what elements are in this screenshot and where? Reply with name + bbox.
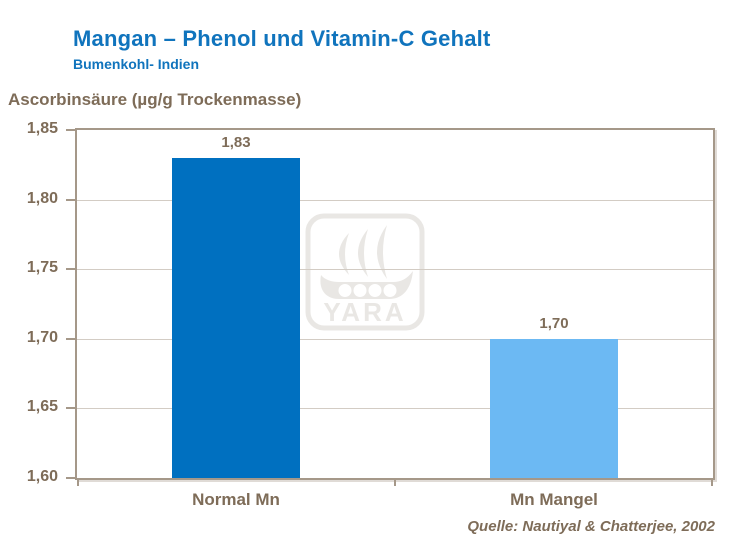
yara-watermark-label: YARA	[323, 297, 406, 327]
plot-area: YARA 1,83 1,70	[75, 128, 715, 480]
slide-subtitle: Bumenkohl- Indien	[73, 56, 199, 72]
y-axis-tick-marks	[66, 129, 75, 479]
y-tick-mark	[66, 407, 75, 410]
y-tick-mark	[66, 268, 75, 271]
y-axis-title: Ascorbinsäure (µg/g Trockenmasse)	[8, 90, 302, 109]
bar-normal-mn	[172, 157, 300, 478]
source-citation: Quelle: Nautiyal & Chatterjee, 2002	[467, 518, 715, 535]
category-label-normal-mn: Normal Mn	[192, 490, 280, 509]
bar-value-label: 1,70	[539, 314, 569, 332]
y-tick-label: 1,70	[26, 328, 58, 346]
y-tick-label: 1,60	[26, 468, 58, 485]
y-tick-mark	[66, 129, 75, 131]
category-label-mn-mangel: Mn Mangel	[510, 490, 598, 509]
y-tick-mark	[66, 198, 75, 201]
x-tick-mark	[394, 480, 396, 486]
x-tick-mark	[711, 480, 713, 486]
y-tick-label: 1,85	[26, 120, 58, 137]
slide-title: Mangan – Phenol und Vitamin-C Gehalt	[73, 26, 491, 51]
bar-value-label: 1,83	[221, 133, 251, 151]
y-axis-tick-labels: 1,85 1,80 1,75 1,70 1,65 1,60	[0, 120, 58, 485]
gridline	[77, 199, 713, 201]
gridline	[77, 408, 713, 410]
y-tick-mark	[66, 337, 75, 340]
bar-mn-mangel	[490, 338, 618, 478]
yara-watermark-icon: YARA	[305, 213, 425, 331]
y-tick-label: 1,75	[26, 259, 58, 277]
y-tick-label: 1,65	[26, 398, 58, 416]
x-axis-category-labels: Normal Mn Mn Mangel	[77, 490, 713, 514]
x-axis-tick-marks	[77, 480, 713, 487]
gridline	[77, 269, 713, 271]
gridline	[77, 338, 713, 340]
y-tick-mark	[66, 477, 75, 479]
y-tick-label: 1,80	[26, 189, 58, 207]
x-tick-mark	[77, 480, 79, 486]
